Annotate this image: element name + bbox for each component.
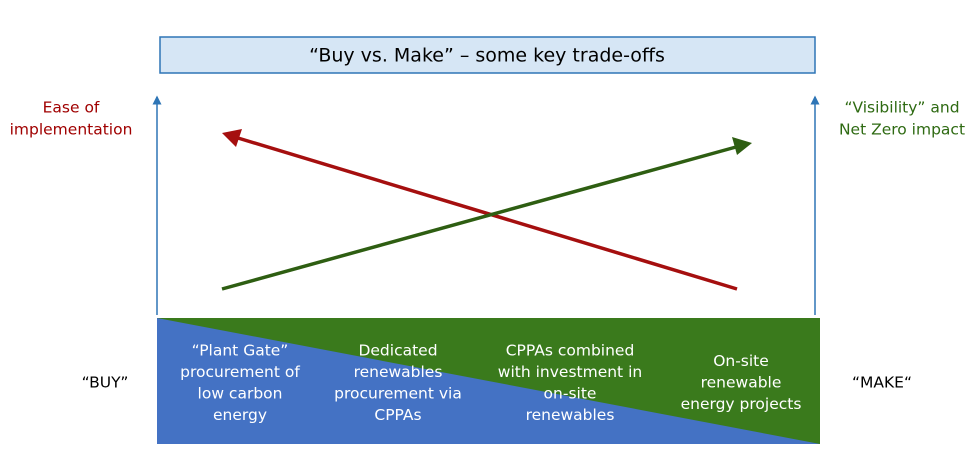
visibility-arrow — [221, 145, 737, 291]
right-axis-label: “Visibility” and — [844, 99, 959, 117]
options: “Plant Gate” procurement of low carbon ener… — [180, 341, 801, 424]
option-text: CPPAs — [374, 406, 421, 424]
left-axis-label: Ease of — [43, 99, 100, 117]
option-text: on-site — [544, 384, 597, 402]
title: “Buy vs. Make” – some key trade-offs — [309, 45, 665, 67]
ease-arrow — [237, 136, 738, 291]
option-text: Dedicated — [358, 341, 437, 359]
left-axis-label: implementation — [10, 121, 133, 139]
option-text: renewable — [701, 374, 782, 392]
option-text: On-site — [713, 352, 769, 370]
spectrum-triangle — [157, 318, 820, 444]
ease-arrow-head — [222, 129, 242, 147]
option-text: low carbon — [198, 384, 283, 402]
option-text: procurement of — [180, 363, 300, 381]
option-text: with investment in — [498, 363, 642, 381]
option-text: CPPAs combined — [506, 341, 635, 359]
option-text: energy projects — [681, 395, 802, 413]
option-text: energy — [213, 406, 267, 424]
option-text: “Plant Gate” — [192, 341, 289, 359]
option-text: procurement via — [334, 384, 462, 402]
option-text: renewables — [526, 406, 615, 424]
option-text: renewables — [354, 363, 443, 381]
visibility-arrow-head — [732, 137, 752, 155]
right-axis-label: Net Zero impact — [839, 121, 965, 139]
buy-label: “BUY” — [82, 374, 129, 392]
make-label: “MAKE“ — [852, 374, 912, 392]
title-box — [159, 36, 816, 74]
